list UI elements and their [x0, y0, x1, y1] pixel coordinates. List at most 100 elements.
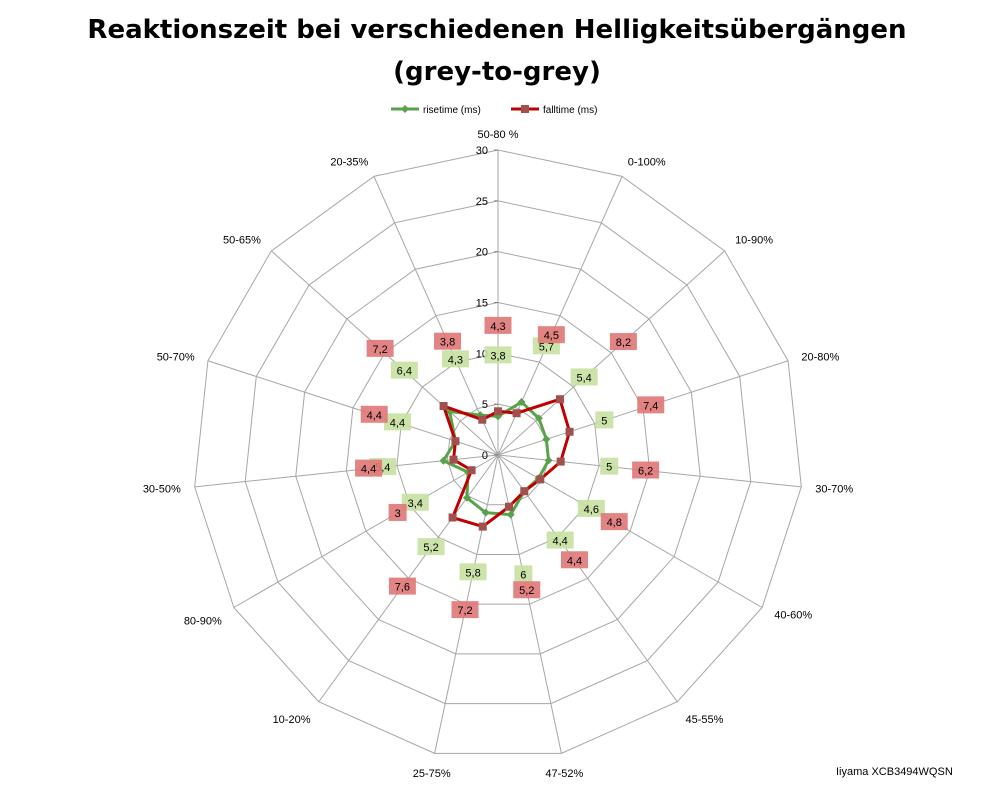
data-label: 5 — [606, 462, 612, 474]
data-label-box — [546, 531, 574, 549]
grid-spoke — [194, 454, 499, 488]
grid-ring-5 — [446, 403, 550, 506]
data-label: 7,4 — [643, 400, 658, 412]
data-label-box — [434, 332, 462, 350]
risetime-point — [517, 398, 526, 407]
falltime-point — [494, 407, 502, 416]
data-labels: 3,85,75,4554,64,465,85,23,45,44,46,44,34… — [355, 316, 665, 619]
data-label: 4,3 — [490, 321, 505, 333]
category-label: 20-80% — [801, 351, 839, 363]
legend: risetime (ms) falltime (ms) — [391, 105, 597, 116]
data-label-box — [514, 565, 533, 583]
grid-spoke — [497, 250, 725, 456]
falltime-point — [520, 487, 529, 496]
data-label: 5,7 — [539, 341, 554, 353]
category-label: 80-90% — [184, 616, 222, 628]
data-label: 7,6 — [395, 582, 410, 594]
data-label: 7,2 — [372, 344, 387, 356]
data-label-box — [484, 316, 512, 334]
data-label: 3 — [395, 508, 401, 520]
category-label: 10-90% — [735, 235, 773, 247]
data-label-box — [595, 411, 614, 429]
data-label: 8,2 — [616, 337, 631, 349]
legend-marker-risetime — [401, 105, 409, 113]
data-label-box — [537, 326, 565, 344]
data-label: 3,8 — [440, 337, 455, 349]
category-label: 50-70% — [157, 351, 195, 363]
data-label: 4,4 — [553, 536, 568, 548]
data-label-box — [577, 499, 605, 517]
falltime-point — [478, 415, 487, 424]
data-label: 4,8 — [607, 517, 622, 529]
data-label: 5,4 — [576, 372, 591, 384]
data-label: 7,2 — [457, 605, 472, 617]
falltime-point — [504, 502, 513, 511]
data-label: 4,5 — [544, 330, 559, 342]
grid-spoke — [207, 360, 499, 456]
category-label: 50-65% — [223, 235, 261, 247]
category-label: 25-75% — [413, 768, 451, 780]
data-label-box — [637, 396, 665, 414]
category-label: 47-52% — [545, 768, 583, 780]
falltime-point — [467, 466, 476, 475]
falltime-point — [556, 457, 565, 466]
data-label: 5,2 — [519, 585, 534, 597]
falltime-point — [565, 427, 574, 436]
data-label: 6,4 — [397, 366, 412, 378]
data-label: 5,8 — [465, 567, 480, 579]
tick-label: 5 — [482, 399, 488, 411]
data-label-box — [388, 503, 407, 521]
data-label: 4,4 — [567, 555, 582, 567]
falltime-point — [448, 513, 457, 522]
tick-label: 30 — [476, 145, 488, 157]
falltime-point — [451, 437, 460, 446]
risetime-point — [534, 414, 543, 423]
data-label-box — [366, 339, 394, 357]
legend-label-risetime: risetime (ms) — [423, 105, 481, 116]
grid-spoke — [233, 454, 499, 608]
data-label-box — [383, 413, 411, 431]
data-label-box — [360, 405, 388, 423]
data-label-box — [401, 493, 429, 511]
risetime-point — [481, 508, 490, 517]
data-label: 6,2 — [638, 466, 653, 478]
grid-ring-10 — [396, 352, 600, 555]
data-label-box — [600, 457, 619, 475]
data-label-box — [600, 513, 628, 531]
data-label: 6 — [520, 569, 526, 581]
category-label: 10-20% — [273, 714, 311, 726]
category-label: 40-60% — [774, 610, 812, 622]
tick-label: 20 — [476, 247, 488, 259]
grid-ring-20 — [295, 251, 701, 655]
data-label-box — [459, 563, 487, 581]
data-label-box — [355, 459, 383, 477]
data-label: 5 — [601, 415, 607, 427]
chart-title-line-1: Reaktionszeit bei verschiedenen Helligke… — [87, 15, 906, 45]
grid-ring-30 — [194, 149, 802, 754]
data-label-box — [609, 333, 637, 351]
category-labels: 50-80 % 0-100% 10-90% 20-80% 30-70% 40-60% 45-… — [143, 129, 854, 780]
data-label-box — [451, 601, 479, 619]
data-label-box — [388, 577, 416, 595]
risetime-point — [542, 435, 551, 444]
category-label: 30-70% — [815, 483, 853, 495]
tick-label: 15 — [476, 298, 488, 310]
data-series — [439, 395, 574, 531]
data-label: 3,4 — [408, 498, 423, 510]
falltime-point — [555, 395, 564, 404]
risetime-point — [544, 456, 553, 465]
grid-ring-15 — [345, 301, 651, 605]
risetime-point — [439, 456, 448, 465]
data-label-box — [570, 368, 598, 386]
data-label-box — [484, 346, 512, 364]
tick-label: 25 — [476, 196, 488, 208]
data-label: 4,4 — [367, 410, 382, 422]
category-label: 30-50% — [143, 483, 181, 495]
falltime-point — [536, 475, 545, 484]
data-label: 4,3 — [448, 354, 463, 366]
legend-marker-falltime — [521, 105, 529, 113]
chart-title-line-2: (grey-to-grey) — [393, 57, 601, 87]
data-label-box — [560, 551, 588, 569]
